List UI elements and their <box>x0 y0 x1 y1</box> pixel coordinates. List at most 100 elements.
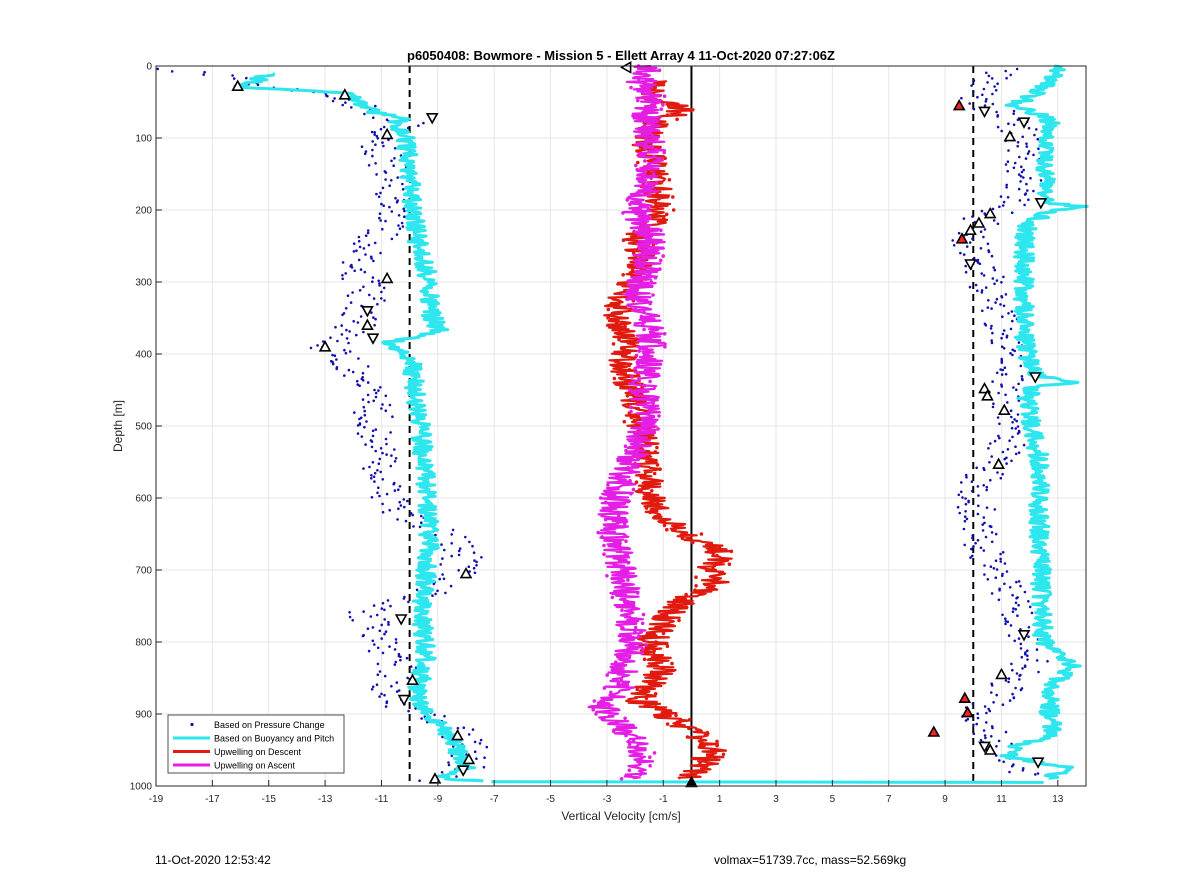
pressure-change-point <box>432 582 436 586</box>
profile-marker-triangle-up <box>972 216 986 228</box>
pressure-change-point <box>1003 366 1007 370</box>
pressure-change-point <box>1015 67 1019 71</box>
pressure-change-point <box>393 448 396 451</box>
series-point <box>663 156 667 160</box>
pressure-change-point <box>991 102 995 106</box>
series-point <box>646 418 650 423</box>
series-point <box>658 627 663 631</box>
pressure-change-point <box>994 754 998 757</box>
pressure-change-point <box>993 268 997 272</box>
pressure-change-point <box>979 546 983 550</box>
pressure-change-point <box>355 249 358 252</box>
x-tick-label: 13 <box>1052 794 1064 805</box>
series-point <box>617 513 621 518</box>
series-point <box>637 245 642 250</box>
pressure-change-point <box>443 714 446 718</box>
pressure-change-point <box>434 533 437 537</box>
series-point <box>648 271 652 276</box>
series-point <box>634 480 639 485</box>
pressure-change-point <box>1005 336 1009 339</box>
series-point <box>715 739 719 744</box>
pressure-change-point <box>976 712 979 715</box>
pressure-change-point <box>1006 160 1010 163</box>
pressure-change-point <box>1005 570 1009 573</box>
pressure-change-point <box>361 634 365 638</box>
pressure-change-point <box>392 164 396 167</box>
x-tick-label: 1 <box>717 794 723 805</box>
profile-marker-triangle-up <box>451 728 464 741</box>
series-point <box>648 493 653 497</box>
series-point <box>648 764 652 768</box>
series-point <box>715 743 719 748</box>
pressure-change-point <box>987 707 990 711</box>
pressure-change-point <box>359 268 363 271</box>
series-point <box>652 751 657 755</box>
series-point <box>642 124 646 129</box>
pressure-change-point <box>371 626 375 629</box>
pressure-change-point <box>981 523 984 526</box>
series-point <box>602 552 606 556</box>
pressure-change-point <box>373 471 377 475</box>
pressure-change-point <box>378 670 382 673</box>
pressure-change-point <box>375 173 378 176</box>
series-point <box>628 470 632 474</box>
pressure-change-point <box>443 548 446 552</box>
pressure-change-point <box>983 564 986 567</box>
pressure-change-point <box>389 464 393 468</box>
pressure-change-point <box>352 320 356 323</box>
pressure-change-point <box>458 547 462 550</box>
legend: Based on Pressure Change Based on Buoyan… <box>167 714 345 774</box>
pressure-change-point <box>398 227 402 230</box>
series-point <box>662 216 666 221</box>
profile-marker-triangle-down <box>1031 757 1045 769</box>
pressure-change-point <box>442 577 446 581</box>
series-point <box>649 670 654 674</box>
pressure-change-point <box>467 733 471 736</box>
series-point <box>646 215 651 219</box>
pressure-change-point <box>371 154 374 158</box>
x-tick-label: -5 <box>546 794 555 805</box>
pressure-change-point <box>988 709 992 713</box>
pressure-change-point <box>373 241 377 245</box>
pressure-change-point <box>471 728 475 731</box>
pressure-change-point <box>418 779 421 782</box>
series-point <box>620 608 624 613</box>
pressure-change-point <box>374 162 377 165</box>
pressure-change-point <box>380 290 383 294</box>
pressure-change-point <box>357 357 360 360</box>
series-point <box>634 163 638 168</box>
series-point <box>624 569 628 574</box>
profile-marker-triangle-up <box>231 79 245 91</box>
pressure-change-point <box>381 478 385 481</box>
pressure-change-point <box>482 765 486 769</box>
pressure-change-point <box>350 106 353 109</box>
pressure-change-point <box>389 604 392 608</box>
pressure-change-point <box>378 629 382 633</box>
pressure-change-point <box>475 757 478 760</box>
pressure-change-point <box>1004 617 1007 620</box>
pressure-change-point <box>414 707 417 710</box>
pressure-change-point <box>1023 665 1027 668</box>
pressure-change-point <box>367 243 371 247</box>
pressure-change-point <box>991 726 994 730</box>
pressure-change-point <box>1028 605 1032 609</box>
pressure-change-point <box>392 482 396 486</box>
series-point <box>653 692 658 696</box>
pressure-change-point <box>1005 186 1008 189</box>
pressure-change-point <box>378 282 381 285</box>
series-point <box>611 729 616 734</box>
pressure-change-point <box>994 532 998 536</box>
pressure-change-point <box>1001 613 1004 617</box>
series-point <box>645 250 650 254</box>
pressure-change-point <box>357 239 361 243</box>
pressure-change-point <box>1035 659 1039 662</box>
x-tick-label: 7 <box>886 794 892 805</box>
series-point <box>661 103 665 107</box>
pressure-change-point <box>1010 662 1013 666</box>
pressure-change-point <box>1025 142 1028 145</box>
pressure-change-point <box>1009 352 1012 355</box>
pressure-change-point <box>995 110 998 114</box>
pressure-change-point <box>957 231 961 235</box>
pressure-change-point <box>1001 368 1005 372</box>
pressure-change-point <box>982 484 985 487</box>
